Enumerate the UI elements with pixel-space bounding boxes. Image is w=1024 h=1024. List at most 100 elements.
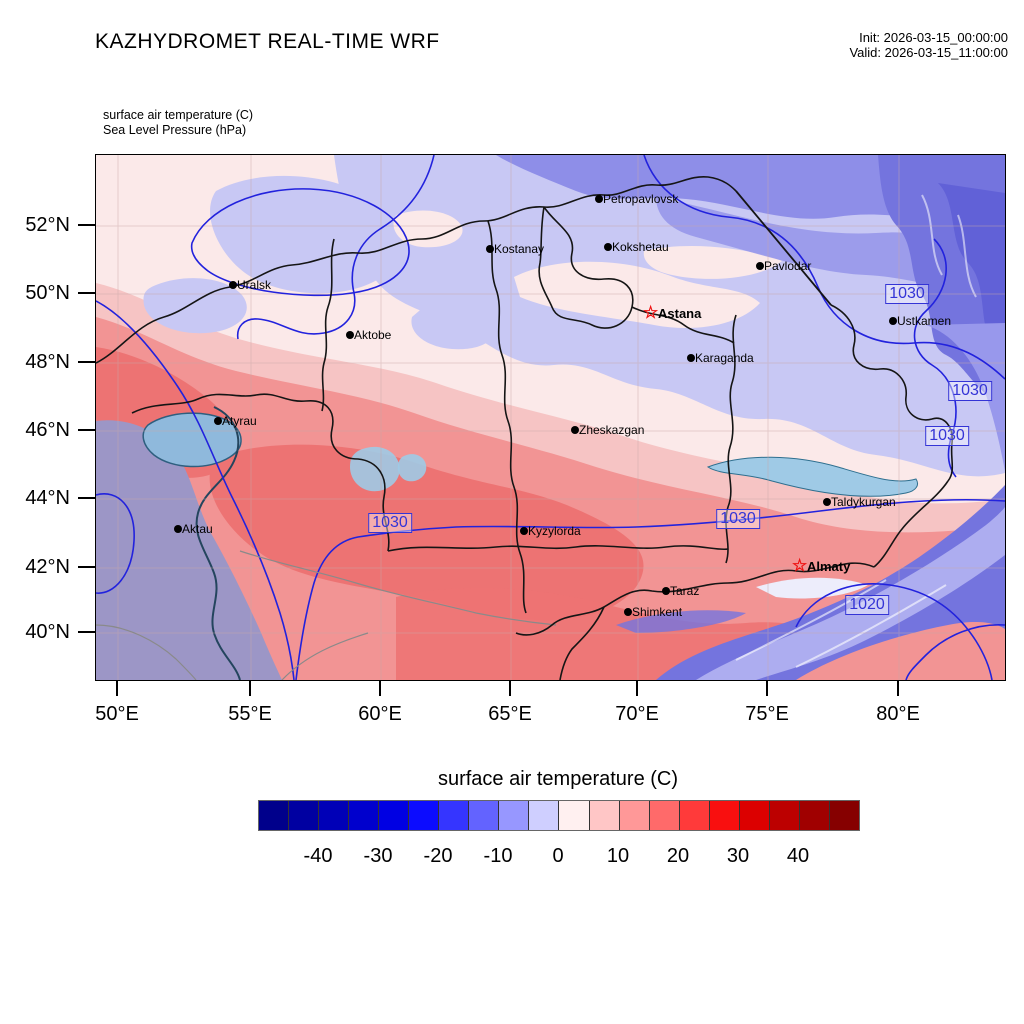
- init-time: Init: 2026-03-15_00:00:00: [859, 30, 1008, 45]
- lat-tick: [78, 224, 95, 226]
- city-dot-marker: [346, 331, 354, 339]
- lake-balkhash: [706, 456, 919, 497]
- city-dot-marker: [595, 195, 603, 203]
- city-dot-marker: [174, 525, 182, 533]
- lon-tick: [766, 680, 768, 696]
- lon-tick: [379, 680, 381, 696]
- map: Petropavlovsk Kostanay Kokshetau Pavlodar Ur…: [95, 154, 1006, 681]
- city-dot-marker: [571, 426, 579, 434]
- city-dot-marker: [662, 587, 670, 595]
- colorbar: [258, 800, 860, 831]
- valid-time: Valid: 2026-03-15_11:00:00: [849, 45, 1008, 60]
- colorbar-cell: [499, 801, 530, 830]
- lon-tick-label: 70°E: [615, 703, 659, 725]
- city-label: Pavlodar: [764, 259, 812, 273]
- star-marker: ☆: [792, 556, 808, 575]
- city-label: Taraz: [670, 584, 700, 598]
- lon-tick-label: 50°E: [95, 703, 139, 725]
- city-dot-marker: [486, 245, 494, 253]
- aral-sea: [350, 446, 427, 492]
- lon-tick: [897, 680, 899, 696]
- city-label: Petropavlovsk: [603, 192, 679, 206]
- colorbar-tick-label: 10: [606, 845, 630, 867]
- lat-tick: [78, 361, 95, 363]
- city-label: Aktobe: [354, 328, 392, 342]
- colorbar-tick-label: -20: [423, 845, 453, 867]
- pressure-label-1030: 1030: [716, 509, 760, 529]
- lon-tick: [509, 680, 511, 696]
- colorbar-cell: [439, 801, 470, 830]
- subtitle-pressure: Sea Level Pressure (hPa): [103, 122, 247, 137]
- colorbar-cell: [559, 801, 590, 830]
- lat-tick-label: 40°N: [25, 621, 70, 643]
- colorbar-tick-label: -40: [303, 845, 333, 867]
- colorbar-cell: [529, 801, 560, 830]
- city-dot-marker: [624, 608, 632, 616]
- pressure-label-1030: 1030: [368, 513, 412, 533]
- city-label: Karaganda: [695, 351, 754, 365]
- colorbar-tick-label: 20: [666, 845, 690, 867]
- lon-tick: [116, 680, 118, 696]
- lat-tick: [78, 566, 95, 568]
- city-label: Aktau: [182, 522, 213, 536]
- colorbar-cell: [349, 801, 380, 830]
- city-label: Uralsk: [237, 278, 272, 292]
- region-borders: [96, 176, 954, 680]
- colorbar-cell: [319, 801, 350, 830]
- city-label: Shimkent: [632, 605, 683, 619]
- colorbar-cell: [469, 801, 500, 830]
- caspian-coastline: [195, 406, 241, 680]
- colorbar-cell: [379, 801, 410, 830]
- city-label: Kokshetau: [612, 240, 669, 254]
- city-label: Zheskazgan: [579, 423, 645, 437]
- colorbar-cell: [259, 801, 290, 830]
- city-label: Astana: [658, 306, 702, 321]
- run-info: Init: 2026-03-15_00:00:00 Valid: 2026-03…: [849, 30, 1008, 60]
- lat-tick-label: 44°N: [25, 487, 70, 509]
- city-label: Ustkamen: [897, 314, 952, 328]
- lon-tick-label: 75°E: [745, 703, 789, 725]
- city-dot-marker: [604, 243, 612, 251]
- city-label: Kyzylorda: [528, 524, 581, 538]
- city-label: Almaty: [807, 559, 851, 574]
- city-dot-marker: [229, 281, 237, 289]
- field-subtitle: surface air temperature (C) Sea Level Pr…: [103, 108, 253, 137]
- colorbar-tick-label: -30: [363, 845, 393, 867]
- lon-tick: [636, 680, 638, 696]
- pressure-label-1030: 1030: [885, 284, 929, 304]
- city-dot-marker: [687, 354, 695, 362]
- lat-tick: [78, 497, 95, 499]
- city-label: Kostanay: [494, 242, 545, 256]
- pressure-label-1030: 1030: [925, 426, 969, 446]
- lat-tick-label: 42°N: [25, 556, 70, 578]
- colorbar-cell: [619, 801, 650, 830]
- colorbar-cell: [769, 801, 800, 830]
- star-marker: ☆: [643, 303, 659, 322]
- lat-tick: [78, 429, 95, 431]
- colorbar-tick-label: 40: [786, 845, 810, 867]
- lat-tick-label: 52°N: [25, 214, 70, 236]
- colorbar-cell: [709, 801, 740, 830]
- city-dot-marker: [823, 498, 831, 506]
- city-dot-marker: [756, 262, 764, 270]
- pressure-label-1020: 1020: [845, 595, 889, 615]
- colorbar-cell: [829, 801, 859, 830]
- colorbar-cell: [649, 801, 680, 830]
- colorbar-cell: [589, 801, 620, 830]
- graticule: [96, 155, 1005, 680]
- colorbar-tick-label: -10: [483, 845, 513, 867]
- caspian-sea: [142, 406, 242, 680]
- lat-tick-label: 46°N: [25, 419, 70, 441]
- colorbar-cell: [799, 801, 830, 830]
- colorbar-tick-label: 30: [726, 845, 750, 867]
- lon-tick-label: 65°E: [488, 703, 532, 725]
- pressure-label-1030: 1030: [948, 381, 992, 401]
- country-borders: [96, 550, 557, 680]
- pressure-contours: [96, 155, 1005, 680]
- lon-tick: [249, 680, 251, 696]
- lon-tick-label: 80°E: [876, 703, 920, 725]
- colorbar-cell: [289, 801, 320, 830]
- colorbar-cell: [679, 801, 710, 830]
- city-dot-marker: [520, 527, 528, 535]
